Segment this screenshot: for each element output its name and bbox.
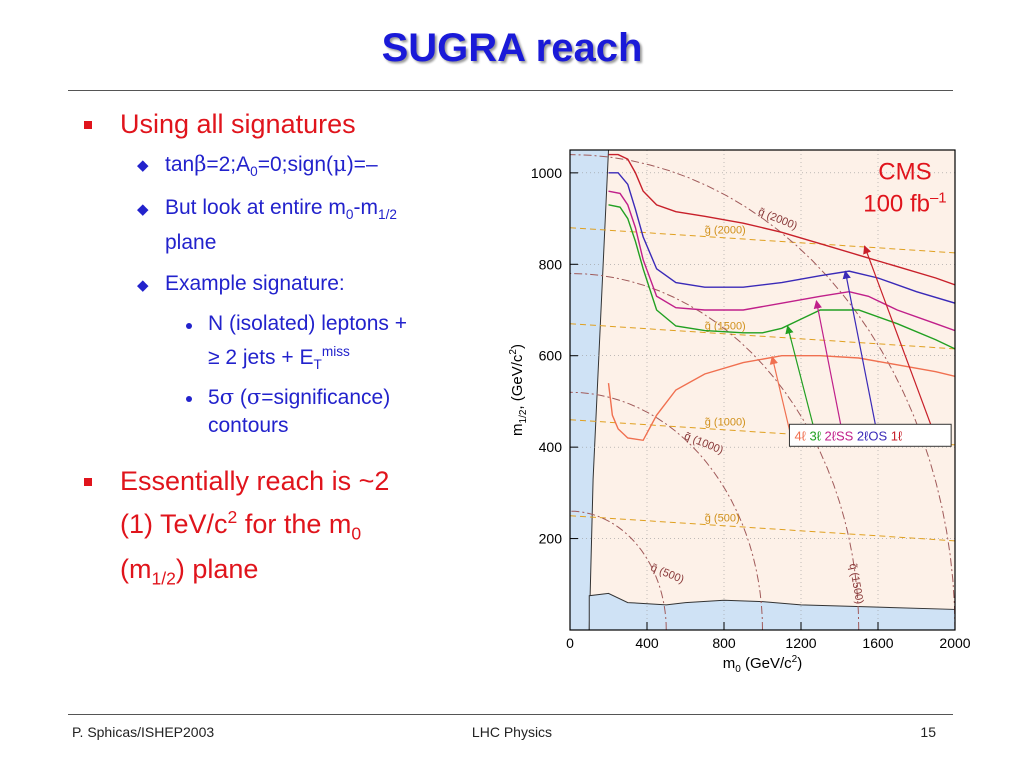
- y-tick-label: 600: [539, 348, 563, 364]
- y-axis-label: m1/2, (GeV/c2): [508, 344, 529, 436]
- legend-entry-4: 1ℓ: [891, 428, 903, 443]
- x-tick-label: 0: [566, 635, 574, 651]
- x-tick-label: 400: [635, 635, 659, 651]
- gluino-mass-label: g̃ (1500): [705, 321, 746, 333]
- x-axis-label: m0 (GeV/c2): [723, 654, 802, 675]
- contour-4: [608, 153, 955, 286]
- slide-title: SUGRA reach: [381, 26, 643, 70]
- gluino-mass-line: [570, 515, 955, 542]
- bullet-5sigma: 5σ (σ=significance) contours: [208, 385, 391, 437]
- gluino-mass-line: [570, 227, 955, 254]
- bullet-list: Using all signatures ◆ tanβ=2;A0=0;sign(…: [0, 0, 500, 700]
- diamond-bullet-icon: ◆: [137, 277, 149, 294]
- y-tick-label: 200: [539, 531, 563, 547]
- arrow-4: [863, 245, 937, 439]
- legend-entry-3: 2ℓOS: [857, 428, 891, 443]
- x-tick-label: 1600: [862, 635, 893, 651]
- square-bullet-icon: [84, 478, 92, 486]
- bullet-example-signature: Example signature:: [165, 272, 345, 295]
- y-tick-label: 800: [539, 256, 563, 272]
- gluino-mass-label: g̃ (2000): [705, 225, 746, 237]
- arrow-2: [813, 300, 844, 439]
- bullet-m0-m12-plane: But look at entire m0-m1/2 plane: [165, 196, 397, 255]
- sugra-reach-chart: g̃ (2000)g̃ (1500)g̃ (1000)g̃ (500)q̃ (2…: [508, 149, 971, 675]
- dot-bullet-icon: [186, 396, 192, 402]
- contours: [607, 153, 955, 442]
- gluino-mass-label: g̃ (500): [705, 513, 740, 525]
- bullet-using-all-signatures: Using all signatures: [120, 109, 356, 139]
- gluino-mass-line: [570, 323, 955, 350]
- squark-mass-line: [570, 154, 955, 630]
- y-tick-label: 400: [539, 439, 563, 455]
- squark-mass-line: [570, 391, 763, 630]
- legend-box: [788, 423, 952, 447]
- gluino-mass-label: g̃ (1000): [705, 417, 746, 429]
- bullet-leptons-jets: N (isolated) leptons + ≥ 2 jets + ETmiss: [208, 312, 408, 373]
- arrow-3: [842, 270, 879, 439]
- square-bullet-icon: [84, 121, 92, 129]
- x-tick-label: 1200: [785, 635, 816, 651]
- squark-mass-line: [570, 272, 860, 630]
- bullet-tanbeta: tanβ=2;A0=0;sign(μ)=–: [165, 152, 378, 180]
- diamond-bullet-icon: ◆: [137, 157, 149, 174]
- legend-entry-2: 2ℓSS: [825, 428, 857, 443]
- legend-entry-1: 3ℓ: [809, 428, 824, 443]
- plot-background: [570, 150, 955, 630]
- legend-text: 4ℓ 3ℓ 2ℓSS 2ℓOS 1ℓ: [794, 428, 903, 443]
- footer-course: LHC Physics: [471, 724, 553, 740]
- contour-1: [608, 204, 955, 350]
- x-tick-label: 800: [712, 635, 736, 651]
- arrow-0: [769, 355, 792, 439]
- title-divider: [68, 90, 953, 91]
- luminosity-label: 100 fb–1: [863, 190, 946, 218]
- x-tick-label: 2000: [939, 635, 970, 651]
- contour-0: [607, 355, 955, 442]
- cms-label: CMS: [878, 159, 931, 186]
- footer-page-number: 15: [920, 724, 936, 740]
- plot-frame: [569, 149, 956, 631]
- y-tick-label: 1000: [531, 165, 562, 181]
- dot-bullet-icon: [186, 323, 192, 329]
- contour-3: [608, 172, 955, 304]
- footer-author: P. Sphicas/ISHEP2003: [72, 724, 215, 740]
- contour-2: [608, 190, 955, 332]
- footer-divider: [68, 714, 953, 715]
- legend-entry-0: 4ℓ: [794, 428, 809, 443]
- bullet-reach-summary: Essentially reach is ~2 (1) TeV/c2 for t…: [120, 466, 390, 589]
- squark-mass-line: [570, 510, 667, 630]
- diamond-bullet-icon: ◆: [137, 201, 149, 218]
- arrow-1: [785, 325, 817, 439]
